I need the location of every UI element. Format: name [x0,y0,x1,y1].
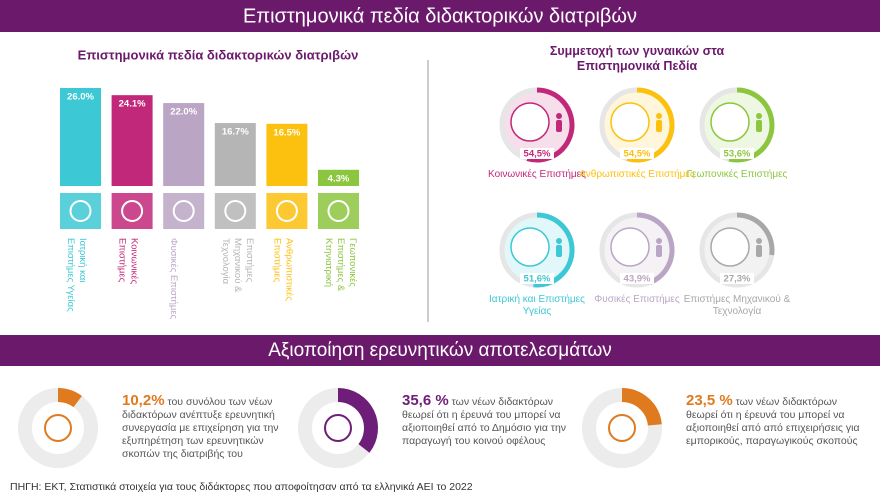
icon [710,102,750,142]
label-bg [620,148,654,159]
woman-icon [556,113,562,119]
section-band [0,335,880,366]
woman-icon [656,238,662,244]
category-label: Γεωπονικές Επιστήμες [686,169,788,180]
label-bg [520,273,554,284]
category-label: Ιατρική και Επιστήμες Υγείας [65,238,88,312]
donut-arc [57,388,82,408]
result-description: των νέων διδακτόρων θεωρεί ότι η έρευνά … [402,396,567,447]
icon [610,227,650,267]
header-title: Επιστημονικά πεδία διδακτορικών διατριβώ… [243,5,637,27]
ring-arc [626,87,675,163]
category-label: Φυσικές Επιστήμες [594,294,680,305]
category-label: Φυσικές Επιστήμες [168,238,180,320]
result-description: των νέων διδακτόρων θεωρεί ότι η έρευνά … [686,396,860,447]
woman-icon [756,113,762,119]
ring-chart-title: Συμμετοχή των γυναικών στα Επιστημονικά … [549,44,725,73]
category-label: Επιστήμες Μηχανικού & Τεχνολογία [683,294,791,317]
source: ΠΗΓΗ: ΕΚΤ, Στατιστικά στοιχεία για τους … [10,481,473,493]
category-label: Ιατρική και Επιστήμες Υγείας [489,294,585,317]
woman-icon [656,245,662,257]
label-bg [720,273,754,284]
icon-tile [266,193,308,229]
donut-track [18,388,98,468]
icon-tile [214,193,256,229]
icon [710,227,750,267]
icon [224,200,247,222]
header-band [0,0,880,32]
bar [266,123,308,186]
result-text: 10,2% του συνόλου των νέων διδακτόρων αν… [122,392,302,461]
icon [608,414,636,442]
woman-icon [756,245,762,257]
icon-tile [318,193,359,229]
donut-arc [337,388,378,453]
result-text: 35,6 % των νέων διδακτόρων θεωρεί ότι η … [402,392,582,448]
woman-icon [556,238,562,244]
section-title: Αξιοποίηση ερευνητικών αποτελεσμάτων [268,340,612,361]
donut-arc [621,388,662,426]
icon [510,102,550,142]
ring-arc [736,212,775,256]
icon [69,200,92,222]
ring-arc [526,87,575,163]
icon [610,102,650,142]
category-label: Κοινωνικές Επιστήμες [116,238,140,285]
bar [163,103,205,186]
value-label: 16.5% [273,127,300,138]
ring-arc [636,212,675,285]
bar [214,123,256,186]
icon [327,200,350,222]
value-label: 24.1% [119,99,146,110]
value-label: 22.0% [170,107,197,118]
result-description: του συνόλου των νέων διδακτόρων ανέπτυξε… [122,396,279,460]
value-label: 54,5% [524,149,551,160]
value-label: 26.0% [67,92,94,103]
icon-tile [111,193,153,229]
value-label: 51,6% [524,274,551,285]
bar [111,95,153,186]
icon [44,414,72,442]
woman-icon [756,238,762,244]
icon [121,200,144,222]
bar [60,88,101,186]
result-text: 23,5 % των νέων διδακτόρων θεωρεί ότι η … [686,392,866,448]
bar-chart-title: Επιστημονικά πεδία διδακτορικών διατριβώ… [78,47,359,62]
woman-icon [656,113,662,119]
icon-tile [60,193,101,229]
result-value: 10,2% [122,392,165,409]
icon [172,200,195,222]
category-label: Κοινωνικές Επιστήμες [488,169,586,180]
woman-icon [556,245,562,257]
category-label: Γεωπονικές Επιστήμες & Κτηνιατρική [323,238,358,292]
woman-icon [656,120,662,132]
icon [510,227,550,267]
label-bg [520,148,554,159]
label-bg [720,148,754,159]
woman-icon [756,120,762,132]
category-label: Ανθρωπιστικές Επιστήμες [271,238,295,301]
icon [275,200,298,222]
value-label: 54,5% [624,149,651,160]
label-bg [620,273,654,284]
icon-tile [163,193,205,229]
result-value: 35,6 % [402,392,449,409]
value-label: 53,6% [724,149,751,160]
woman-icon [556,120,562,132]
value-label: 16.7% [222,127,249,138]
value-label: 43,9% [624,274,651,285]
category-label: Επιστήμες Μηχανικού & Τεχνολογία [219,238,255,293]
value-label: 27,3% [724,274,751,285]
bar [318,169,359,186]
value-label: 4.3% [328,173,350,184]
result-value: 23,5 % [686,392,733,409]
category-label: Ανθρωπιστικές Επιστήμες [579,169,695,180]
icon [324,414,352,442]
